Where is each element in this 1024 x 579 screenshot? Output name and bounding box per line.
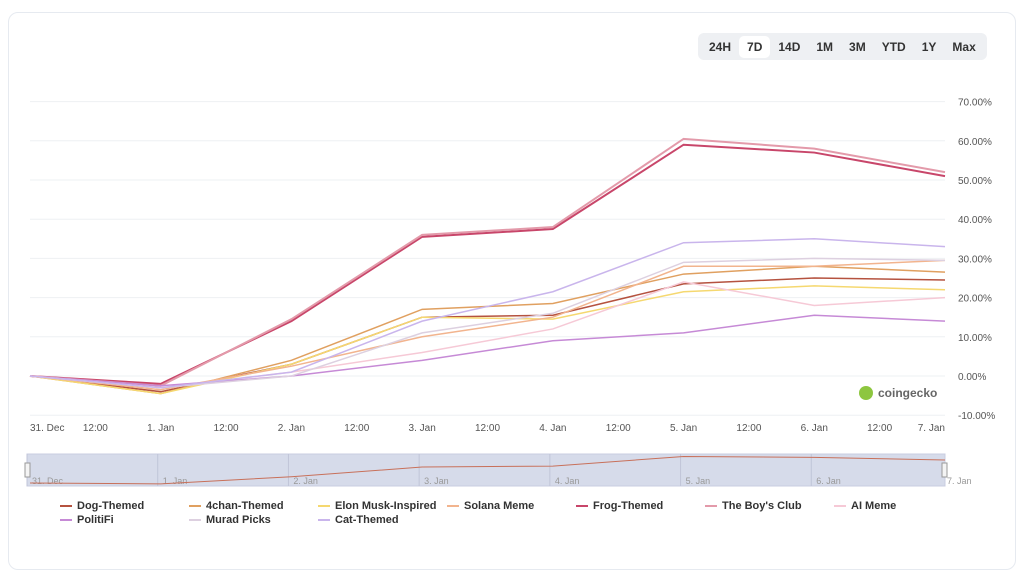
x-tick-label: 12:00 <box>83 423 108 434</box>
x-tick-label: 12:00 <box>475 423 500 434</box>
range-ytd[interactable]: YTD <box>881 39 906 54</box>
navigator-label: 3. Jan <box>424 476 449 486</box>
series-line-solana-meme[interactable] <box>29 259 946 391</box>
navigator-label: 6. Jan <box>816 476 841 486</box>
legend-item[interactable]: Murad Picks <box>189 514 318 526</box>
legend-item[interactable]: AI Meme <box>834 500 963 512</box>
legend-item[interactable]: The Boy's Club <box>705 500 834 512</box>
range-1m[interactable]: 1M <box>816 39 834 54</box>
range-max[interactable]: Max <box>952 39 976 54</box>
legend-label: Dog-Themed <box>77 500 145 512</box>
legend-swatch <box>576 505 588 507</box>
navigator-series <box>29 455 946 485</box>
y-tick-label: -10.00% <box>958 411 995 422</box>
coingecko-logo-icon <box>859 386 873 400</box>
series-line-4chan-themed[interactable] <box>29 265 946 395</box>
navigator-label: 4. Jan <box>555 476 580 486</box>
watermark: coingecko <box>878 386 937 400</box>
legend-label: The Boy's Club <box>722 500 802 512</box>
legend-label: PolitiFi <box>77 514 114 526</box>
legend-swatch <box>318 505 330 507</box>
chart-card <box>8 12 1016 570</box>
navigator-handle-right[interactable] <box>941 462 948 478</box>
x-tick-label: 3. Jan <box>409 423 436 434</box>
x-tick-label: 12:00 <box>736 423 761 434</box>
series-line-cat-themed[interactable] <box>29 238 946 389</box>
y-tick-label: 40.00% <box>958 215 992 226</box>
series-line-frog-themed[interactable] <box>29 143 946 385</box>
legend-label: AI Meme <box>851 500 897 512</box>
legend-item[interactable]: PolitiFi <box>60 514 189 526</box>
x-tick-label: 7. Jan <box>918 423 945 434</box>
y-tick-label: 0.00% <box>958 372 986 383</box>
range-1y[interactable]: 1Y <box>921 39 937 54</box>
legend-label: Elon Musk-Inspired <box>335 500 437 512</box>
legend-item[interactable]: Dog-Themed <box>60 500 189 512</box>
x-tick-label: 1. Jan <box>147 423 174 434</box>
series-line-the-boy-s-club[interactable] <box>29 137 946 387</box>
navigator-handle-left[interactable] <box>24 462 31 478</box>
y-tick-label: 60.00% <box>958 137 992 148</box>
navigator-label: 5. Jan <box>686 476 711 486</box>
legend-item[interactable]: Solana Meme <box>447 500 576 512</box>
navigator-label: 1. Jan <box>163 476 188 486</box>
legend-item[interactable]: Elon Musk-Inspired <box>318 500 447 512</box>
x-tick-label: 12:00 <box>344 423 369 434</box>
series-line-elon-musk-inspired[interactable] <box>29 285 946 395</box>
series-line-politifi[interactable] <box>29 314 946 387</box>
legend-swatch <box>189 505 201 507</box>
legend-label: Frog-Themed <box>593 500 664 512</box>
x-tick-label: 6. Jan <box>801 423 828 434</box>
legend-swatch <box>318 519 330 521</box>
legend-label: 4chan-Themed <box>206 500 284 512</box>
range-3m[interactable]: 3M <box>849 39 866 54</box>
series-line-dog-themed[interactable] <box>29 277 946 393</box>
x-tick-label: 5. Jan <box>670 423 697 434</box>
legend-swatch <box>60 519 72 521</box>
legend: Dog-Themed 4chan-Themed Elon Musk-Inspired… <box>60 500 960 526</box>
legend-label: Cat-Themed <box>335 514 399 526</box>
y-tick-label: 70.00% <box>958 98 992 109</box>
x-tick-label: 12:00 <box>214 423 239 434</box>
y-tick-label: 50.00% <box>958 176 992 187</box>
legend-swatch <box>189 519 201 521</box>
legend-swatch <box>447 505 459 507</box>
y-tick-label: 10.00% <box>958 333 992 344</box>
legend-label: Murad Picks <box>206 514 271 526</box>
range-selector: 24H 7D 14D 1M 3M YTD 1Y Max <box>698 33 987 60</box>
navigator-label: 7. Jan <box>947 476 972 486</box>
y-tick-label: 30.00% <box>958 254 992 265</box>
legend-swatch <box>60 505 72 507</box>
x-tick-label: 31. Dec <box>30 423 64 434</box>
range-14d[interactable]: 14D <box>778 39 801 54</box>
navigator-label: 31. Dec <box>32 476 64 486</box>
legend-swatch <box>834 505 846 507</box>
range-24h[interactable]: 24H <box>709 39 732 54</box>
x-tick-label: 12:00 <box>867 423 892 434</box>
range-7d[interactable]: 7D <box>739 35 771 58</box>
legend-item[interactable]: 4chan-Themed <box>189 500 318 512</box>
x-tick-label: 2. Jan <box>278 423 305 434</box>
x-tick-label: 12:00 <box>606 423 631 434</box>
y-tick-label: 20.00% <box>958 294 992 305</box>
x-tick-label: 4. Jan <box>539 423 566 434</box>
legend-item[interactable]: Cat-Themed <box>318 514 447 526</box>
legend-label: Solana Meme <box>464 500 535 512</box>
legend-item[interactable]: Frog-Themed <box>576 500 705 512</box>
navigator-label: 2. Jan <box>293 476 318 486</box>
legend-swatch <box>705 505 717 507</box>
